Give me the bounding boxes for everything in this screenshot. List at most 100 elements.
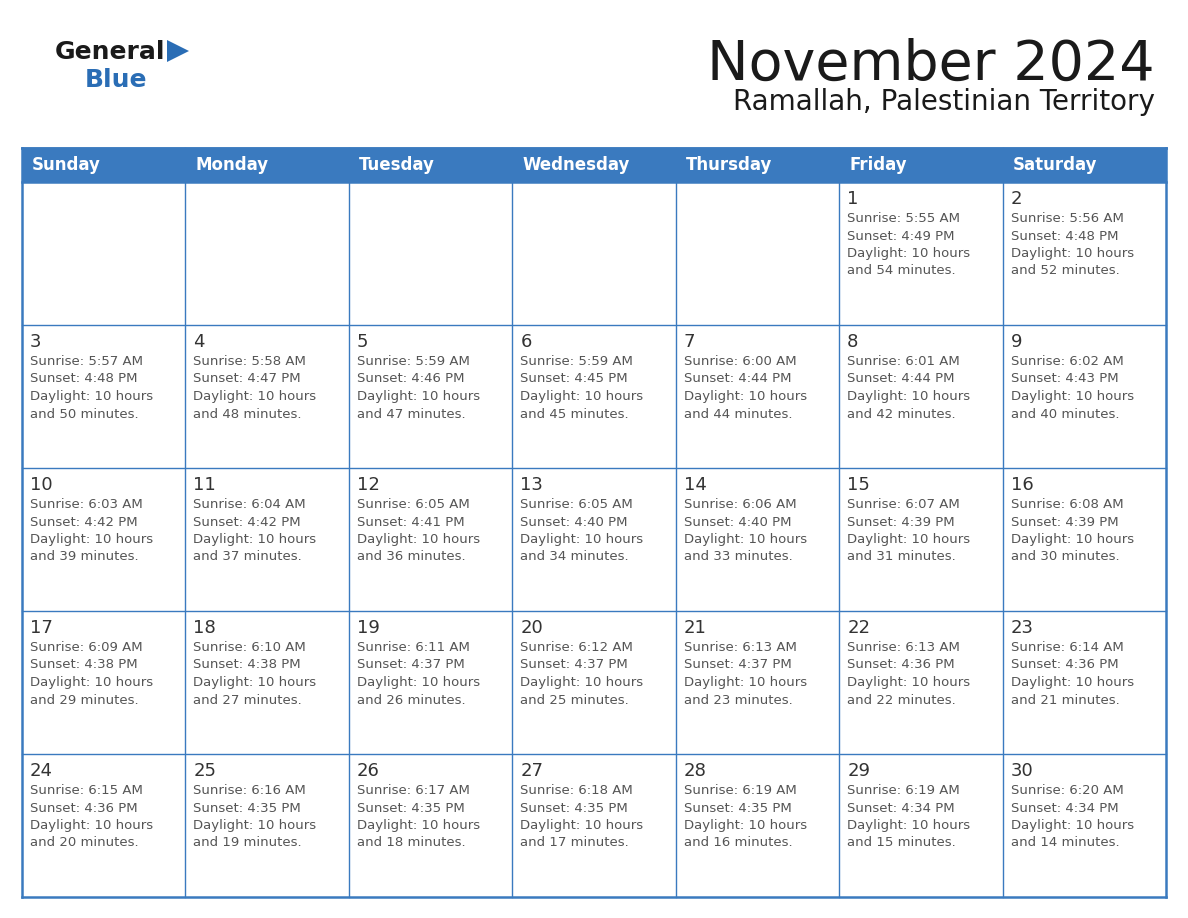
- Text: 12: 12: [356, 476, 380, 494]
- Bar: [349, 182, 512, 325]
- Text: 10: 10: [30, 476, 52, 494]
- Text: 19: 19: [356, 619, 380, 637]
- Text: Sunrise: 6:05 AM
Sunset: 4:41 PM
Daylight: 10 hours
and 36 minutes.: Sunrise: 6:05 AM Sunset: 4:41 PM Dayligh…: [356, 498, 480, 564]
- Bar: [185, 325, 349, 468]
- Bar: [512, 611, 676, 754]
- Bar: [676, 325, 839, 468]
- Text: Sunrise: 6:15 AM
Sunset: 4:36 PM
Daylight: 10 hours
and 20 minutes.: Sunrise: 6:15 AM Sunset: 4:36 PM Dayligh…: [30, 784, 153, 849]
- Text: Sunrise: 6:12 AM
Sunset: 4:37 PM
Daylight: 10 hours
and 25 minutes.: Sunrise: 6:12 AM Sunset: 4:37 PM Dayligh…: [520, 641, 644, 707]
- Text: 13: 13: [520, 476, 543, 494]
- Text: Sunrise: 6:16 AM
Sunset: 4:35 PM
Daylight: 10 hours
and 19 minutes.: Sunrise: 6:16 AM Sunset: 4:35 PM Dayligh…: [194, 784, 316, 849]
- Text: Sunrise: 6:19 AM
Sunset: 4:34 PM
Daylight: 10 hours
and 15 minutes.: Sunrise: 6:19 AM Sunset: 4:34 PM Dayligh…: [847, 784, 971, 849]
- Text: 24: 24: [30, 762, 53, 780]
- Text: Sunrise: 6:03 AM
Sunset: 4:42 PM
Daylight: 10 hours
and 39 minutes.: Sunrise: 6:03 AM Sunset: 4:42 PM Dayligh…: [30, 498, 153, 564]
- Text: Sunrise: 5:56 AM
Sunset: 4:48 PM
Daylight: 10 hours
and 52 minutes.: Sunrise: 5:56 AM Sunset: 4:48 PM Dayligh…: [1011, 212, 1133, 277]
- Bar: [1003, 325, 1165, 468]
- Text: 11: 11: [194, 476, 216, 494]
- Text: 20: 20: [520, 619, 543, 637]
- Polygon shape: [168, 40, 189, 62]
- Bar: [349, 754, 512, 897]
- Text: Wednesday: Wednesday: [523, 156, 630, 174]
- Text: Sunrise: 5:57 AM
Sunset: 4:48 PM
Daylight: 10 hours
and 50 minutes.: Sunrise: 5:57 AM Sunset: 4:48 PM Dayligh…: [30, 355, 153, 420]
- Text: 4: 4: [194, 333, 204, 351]
- Text: 8: 8: [847, 333, 859, 351]
- Text: Saturday: Saturday: [1012, 156, 1097, 174]
- Bar: [1003, 468, 1165, 611]
- Text: 5: 5: [356, 333, 368, 351]
- Bar: [23, 611, 185, 754]
- Bar: [839, 325, 1003, 468]
- Bar: [185, 468, 349, 611]
- Bar: [23, 182, 185, 325]
- Text: Sunrise: 6:01 AM
Sunset: 4:44 PM
Daylight: 10 hours
and 42 minutes.: Sunrise: 6:01 AM Sunset: 4:44 PM Dayligh…: [847, 355, 971, 420]
- Text: 1: 1: [847, 190, 859, 208]
- Text: Sunrise: 5:58 AM
Sunset: 4:47 PM
Daylight: 10 hours
and 48 minutes.: Sunrise: 5:58 AM Sunset: 4:47 PM Dayligh…: [194, 355, 316, 420]
- Text: 2: 2: [1011, 190, 1022, 208]
- Text: Sunrise: 5:59 AM
Sunset: 4:45 PM
Daylight: 10 hours
and 45 minutes.: Sunrise: 5:59 AM Sunset: 4:45 PM Dayligh…: [520, 355, 644, 420]
- Bar: [1003, 754, 1165, 897]
- Bar: [349, 468, 512, 611]
- Text: Sunrise: 6:18 AM
Sunset: 4:35 PM
Daylight: 10 hours
and 17 minutes.: Sunrise: 6:18 AM Sunset: 4:35 PM Dayligh…: [520, 784, 644, 849]
- Bar: [512, 468, 676, 611]
- Text: Tuesday: Tuesday: [359, 156, 435, 174]
- Text: 28: 28: [684, 762, 707, 780]
- Text: Sunrise: 6:13 AM
Sunset: 4:37 PM
Daylight: 10 hours
and 23 minutes.: Sunrise: 6:13 AM Sunset: 4:37 PM Dayligh…: [684, 641, 807, 707]
- Text: 30: 30: [1011, 762, 1034, 780]
- Bar: [512, 182, 676, 325]
- Bar: [185, 182, 349, 325]
- Text: 29: 29: [847, 762, 870, 780]
- Text: Sunrise: 6:05 AM
Sunset: 4:40 PM
Daylight: 10 hours
and 34 minutes.: Sunrise: 6:05 AM Sunset: 4:40 PM Dayligh…: [520, 498, 644, 564]
- Bar: [839, 611, 1003, 754]
- Text: Monday: Monday: [196, 156, 268, 174]
- Bar: [185, 611, 349, 754]
- Text: 14: 14: [684, 476, 707, 494]
- Bar: [185, 754, 349, 897]
- Text: Sunrise: 6:13 AM
Sunset: 4:36 PM
Daylight: 10 hours
and 22 minutes.: Sunrise: 6:13 AM Sunset: 4:36 PM Dayligh…: [847, 641, 971, 707]
- Text: Sunrise: 6:00 AM
Sunset: 4:44 PM
Daylight: 10 hours
and 44 minutes.: Sunrise: 6:00 AM Sunset: 4:44 PM Dayligh…: [684, 355, 807, 420]
- Bar: [23, 754, 185, 897]
- Bar: [512, 325, 676, 468]
- Text: Sunday: Sunday: [32, 156, 101, 174]
- Text: 3: 3: [30, 333, 42, 351]
- Text: November 2024: November 2024: [707, 38, 1155, 92]
- Text: Sunrise: 6:04 AM
Sunset: 4:42 PM
Daylight: 10 hours
and 37 minutes.: Sunrise: 6:04 AM Sunset: 4:42 PM Dayligh…: [194, 498, 316, 564]
- Bar: [512, 754, 676, 897]
- Text: Sunrise: 6:17 AM
Sunset: 4:35 PM
Daylight: 10 hours
and 18 minutes.: Sunrise: 6:17 AM Sunset: 4:35 PM Dayligh…: [356, 784, 480, 849]
- Text: 25: 25: [194, 762, 216, 780]
- Text: 18: 18: [194, 619, 216, 637]
- Text: 7: 7: [684, 333, 695, 351]
- Text: Blue: Blue: [86, 68, 147, 92]
- Text: 21: 21: [684, 619, 707, 637]
- Bar: [349, 611, 512, 754]
- Text: Sunrise: 6:11 AM
Sunset: 4:37 PM
Daylight: 10 hours
and 26 minutes.: Sunrise: 6:11 AM Sunset: 4:37 PM Dayligh…: [356, 641, 480, 707]
- Text: Sunrise: 6:06 AM
Sunset: 4:40 PM
Daylight: 10 hours
and 33 minutes.: Sunrise: 6:06 AM Sunset: 4:40 PM Dayligh…: [684, 498, 807, 564]
- Text: Sunrise: 6:19 AM
Sunset: 4:35 PM
Daylight: 10 hours
and 16 minutes.: Sunrise: 6:19 AM Sunset: 4:35 PM Dayligh…: [684, 784, 807, 849]
- Bar: [1003, 182, 1165, 325]
- Text: 26: 26: [356, 762, 380, 780]
- Text: Friday: Friday: [849, 156, 906, 174]
- Bar: [23, 148, 1165, 182]
- Bar: [676, 468, 839, 611]
- Text: 6: 6: [520, 333, 532, 351]
- Bar: [676, 182, 839, 325]
- Text: 15: 15: [847, 476, 870, 494]
- Text: General: General: [55, 40, 165, 64]
- Bar: [23, 325, 185, 468]
- Bar: [839, 182, 1003, 325]
- Text: Thursday: Thursday: [685, 156, 772, 174]
- Bar: [676, 611, 839, 754]
- Text: Sunrise: 6:20 AM
Sunset: 4:34 PM
Daylight: 10 hours
and 14 minutes.: Sunrise: 6:20 AM Sunset: 4:34 PM Dayligh…: [1011, 784, 1133, 849]
- Bar: [676, 754, 839, 897]
- Text: Ramallah, Palestinian Territory: Ramallah, Palestinian Territory: [733, 88, 1155, 116]
- Text: Sunrise: 6:14 AM
Sunset: 4:36 PM
Daylight: 10 hours
and 21 minutes.: Sunrise: 6:14 AM Sunset: 4:36 PM Dayligh…: [1011, 641, 1133, 707]
- Text: 27: 27: [520, 762, 543, 780]
- Text: Sunrise: 6:10 AM
Sunset: 4:38 PM
Daylight: 10 hours
and 27 minutes.: Sunrise: 6:10 AM Sunset: 4:38 PM Dayligh…: [194, 641, 316, 707]
- Bar: [349, 325, 512, 468]
- Text: 17: 17: [30, 619, 53, 637]
- Text: Sunrise: 5:55 AM
Sunset: 4:49 PM
Daylight: 10 hours
and 54 minutes.: Sunrise: 5:55 AM Sunset: 4:49 PM Dayligh…: [847, 212, 971, 277]
- Bar: [839, 754, 1003, 897]
- Text: 9: 9: [1011, 333, 1022, 351]
- Text: 22: 22: [847, 619, 870, 637]
- Text: Sunrise: 6:02 AM
Sunset: 4:43 PM
Daylight: 10 hours
and 40 minutes.: Sunrise: 6:02 AM Sunset: 4:43 PM Dayligh…: [1011, 355, 1133, 420]
- Text: Sunrise: 6:07 AM
Sunset: 4:39 PM
Daylight: 10 hours
and 31 minutes.: Sunrise: 6:07 AM Sunset: 4:39 PM Dayligh…: [847, 498, 971, 564]
